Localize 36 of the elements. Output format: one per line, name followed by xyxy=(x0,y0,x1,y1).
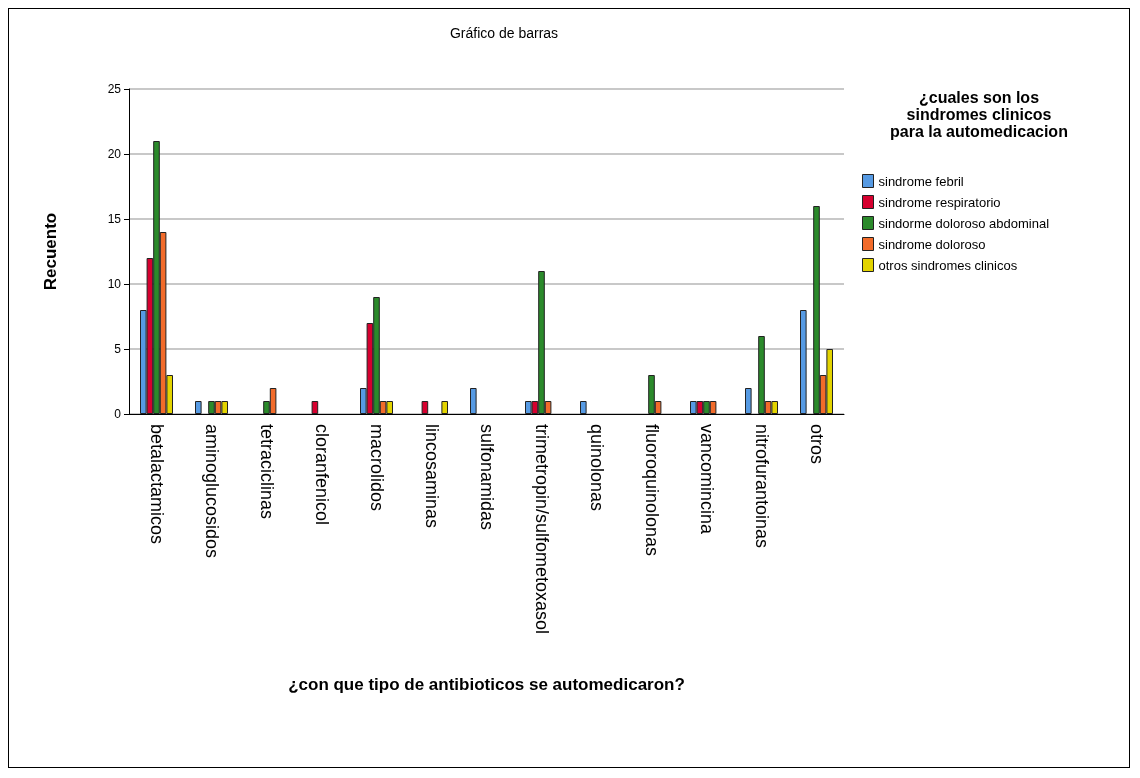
x-axis-title: ¿con que tipo de antibioticos se automedicaron? xyxy=(288,675,685,694)
bar xyxy=(470,388,477,414)
bar xyxy=(441,401,448,414)
y-tick-label: 0 xyxy=(114,407,122,421)
y-tick-label: 10 xyxy=(107,277,122,291)
x-tick-label: tetraciclinas xyxy=(256,424,277,520)
x-tick-label: trimetropin/sulfometoxasol xyxy=(531,424,552,635)
bar xyxy=(580,401,587,414)
x-tick-label: otros xyxy=(806,424,827,465)
legend-title: ¿cuales son los sindromes clinicos para la automedicacion xyxy=(890,89,1068,140)
legend-label: sindrome febril xyxy=(878,173,964,189)
bar xyxy=(745,388,752,414)
x-tick-label: betalactamicos xyxy=(146,424,167,545)
x-tick-label: lincosaminas xyxy=(421,424,442,529)
y-tick-label: 25 xyxy=(107,82,122,96)
legend-label: sindrome respiratorio xyxy=(878,194,1001,210)
x-tick-label: sulfonamidas xyxy=(476,424,497,531)
legend-label: sindrome doloroso xyxy=(878,236,986,252)
x-tick-label: aminoglucosidos xyxy=(201,424,222,559)
x-tick-label: nitrofurantoinas xyxy=(751,424,772,549)
x-tick-label: cloranfenicol xyxy=(311,424,332,526)
y-tick-label: 15 xyxy=(107,212,122,226)
legend-label: sindorme doloroso abdominal xyxy=(878,215,1050,231)
x-tick-label: quinolonas xyxy=(586,424,607,512)
bar xyxy=(421,401,429,414)
bar xyxy=(311,401,319,414)
y-tick-label: 5 xyxy=(114,342,122,356)
x-tick-label: macrolidos xyxy=(366,424,387,512)
chart-title: Gráfico de barras xyxy=(449,25,559,41)
bar xyxy=(800,310,807,414)
bar xyxy=(195,401,202,414)
x-tick-label: vancomincina xyxy=(696,424,717,536)
y-axis-title: Recuento xyxy=(41,212,60,291)
y-tick-label: 20 xyxy=(107,147,122,161)
x-tick-label: fluoroquinolonas xyxy=(641,424,662,557)
legend-label: otros sindromes clinicos xyxy=(878,257,1018,273)
